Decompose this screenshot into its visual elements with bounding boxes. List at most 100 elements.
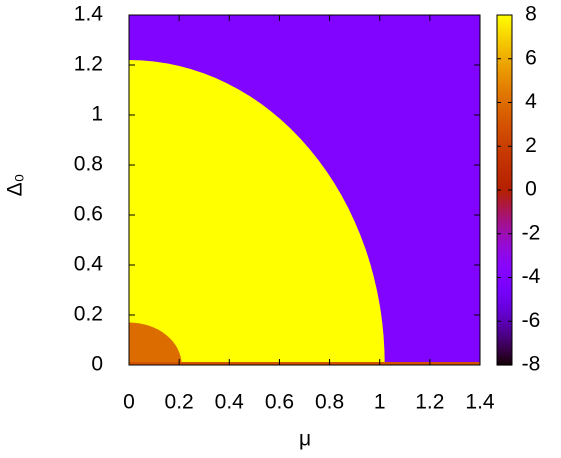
colorbar-strip — [497, 319, 512, 322]
colorbar-strip — [497, 249, 512, 252]
colorbar-strip — [497, 141, 512, 144]
colorbar-strip — [497, 109, 512, 112]
colorbar-strip — [497, 317, 512, 320]
colorbar-strip — [497, 101, 512, 104]
colorbar-strip — [497, 257, 512, 260]
baseline-strip — [129, 362, 480, 365]
colorbar-strip — [497, 87, 512, 90]
colorbar-strip — [497, 71, 512, 74]
colorbar-tick-label: 6 — [525, 46, 537, 69]
colorbar-strip — [497, 23, 512, 26]
colorbar-strip — [497, 321, 512, 324]
colorbar-strip — [497, 251, 512, 254]
colorbar-strip — [497, 73, 512, 76]
colorbar-strip — [497, 55, 512, 58]
colorbar-strip — [497, 241, 512, 244]
y-tick-label: 0.2 — [74, 303, 103, 326]
colorbar-strip — [497, 207, 512, 210]
colorbar-strip — [497, 209, 512, 212]
colorbar-strip — [497, 41, 512, 44]
colorbar-strip — [497, 63, 512, 66]
colorbar-strip — [497, 147, 512, 150]
x-tick-label: 1.4 — [465, 391, 495, 414]
colorbar-tick-label: -2 — [522, 221, 541, 244]
colorbar-strip — [497, 299, 512, 302]
colorbar-strip — [497, 65, 512, 68]
colorbar-strip — [497, 219, 512, 222]
colorbar-strip — [497, 93, 512, 96]
colorbar-strip — [497, 33, 512, 36]
colorbar-strip — [497, 163, 512, 166]
x-tick-label: 1.2 — [415, 391, 444, 414]
colorbar-strip — [497, 57, 512, 60]
colorbar-strip — [497, 341, 512, 344]
colorbar-strip — [497, 345, 512, 348]
colorbar-strip — [497, 35, 512, 38]
colorbar-strip — [497, 167, 512, 170]
colorbar-strip — [497, 333, 512, 336]
y-tick-label: 0.4 — [74, 253, 104, 276]
colorbar-strip — [497, 277, 512, 280]
colorbar-strip — [497, 339, 512, 342]
colorbar-tick-label: -6 — [522, 309, 541, 332]
colorbar-strip — [497, 113, 512, 116]
y-tick-label: 0 — [91, 353, 103, 376]
colorbar-strip — [497, 149, 512, 152]
x-tick-label: 0.4 — [215, 391, 245, 414]
colorbar-strip — [497, 353, 512, 356]
colorbar-strip — [497, 247, 512, 250]
colorbar-strip — [497, 275, 512, 278]
colorbar-strip — [497, 235, 512, 238]
colorbar-strip — [497, 205, 512, 208]
colorbar-strip — [497, 165, 512, 168]
colorbar-strip — [497, 127, 512, 130]
colorbar-strip — [497, 229, 512, 232]
colorbar-strip — [497, 15, 512, 18]
y-tick-label: 1.2 — [74, 53, 103, 76]
colorbar-strip — [497, 191, 512, 194]
colorbar-strip — [497, 19, 512, 22]
colorbar-strip — [497, 123, 512, 126]
colorbar-strip — [497, 309, 512, 312]
colorbar-strip — [497, 97, 512, 100]
colorbar-strip — [497, 135, 512, 138]
colorbar-strip — [497, 243, 512, 246]
colorbar-strip — [497, 85, 512, 88]
colorbar-strip — [497, 221, 512, 224]
colorbar-strip — [497, 343, 512, 346]
colorbar-strip — [497, 291, 512, 294]
plot-frame — [128, 14, 481, 366]
colorbar-strip — [497, 137, 512, 140]
colorbar-strip — [497, 171, 512, 174]
colorbar-tick-label: -4 — [522, 265, 541, 288]
colorbar-strip — [497, 351, 512, 354]
colorbar-strip — [497, 289, 512, 292]
colorbar-strip — [497, 239, 512, 242]
colorbar-strip — [497, 169, 512, 172]
colorbar-strip — [497, 283, 512, 286]
y-tick-label: 0.8 — [74, 153, 103, 176]
x-axis-label: μ — [299, 428, 311, 451]
colorbar-strip — [497, 197, 512, 200]
colorbar-strip — [497, 83, 512, 86]
colorbar-strip — [497, 301, 512, 304]
colorbar-strip — [497, 117, 512, 120]
colorbar-tick-label: 0 — [525, 178, 537, 201]
colorbar-strip — [497, 279, 512, 282]
colorbar-strip — [497, 21, 512, 24]
colorbar-strip — [497, 195, 512, 198]
colorbar-strip — [497, 43, 512, 46]
colorbar-strip — [497, 47, 512, 50]
y-tick-label: 0.6 — [74, 203, 103, 226]
colorbar-strip — [497, 233, 512, 236]
colorbar-strip — [497, 245, 512, 248]
colorbar-strip — [497, 305, 512, 308]
colorbar-strip — [497, 253, 512, 256]
colorbar-strip — [497, 335, 512, 338]
colorbar-strip — [497, 223, 512, 226]
colorbar-strip — [497, 177, 512, 180]
colorbar-strip — [497, 307, 512, 310]
colorbar-strip — [497, 173, 512, 176]
colorbar-strip — [497, 61, 512, 64]
